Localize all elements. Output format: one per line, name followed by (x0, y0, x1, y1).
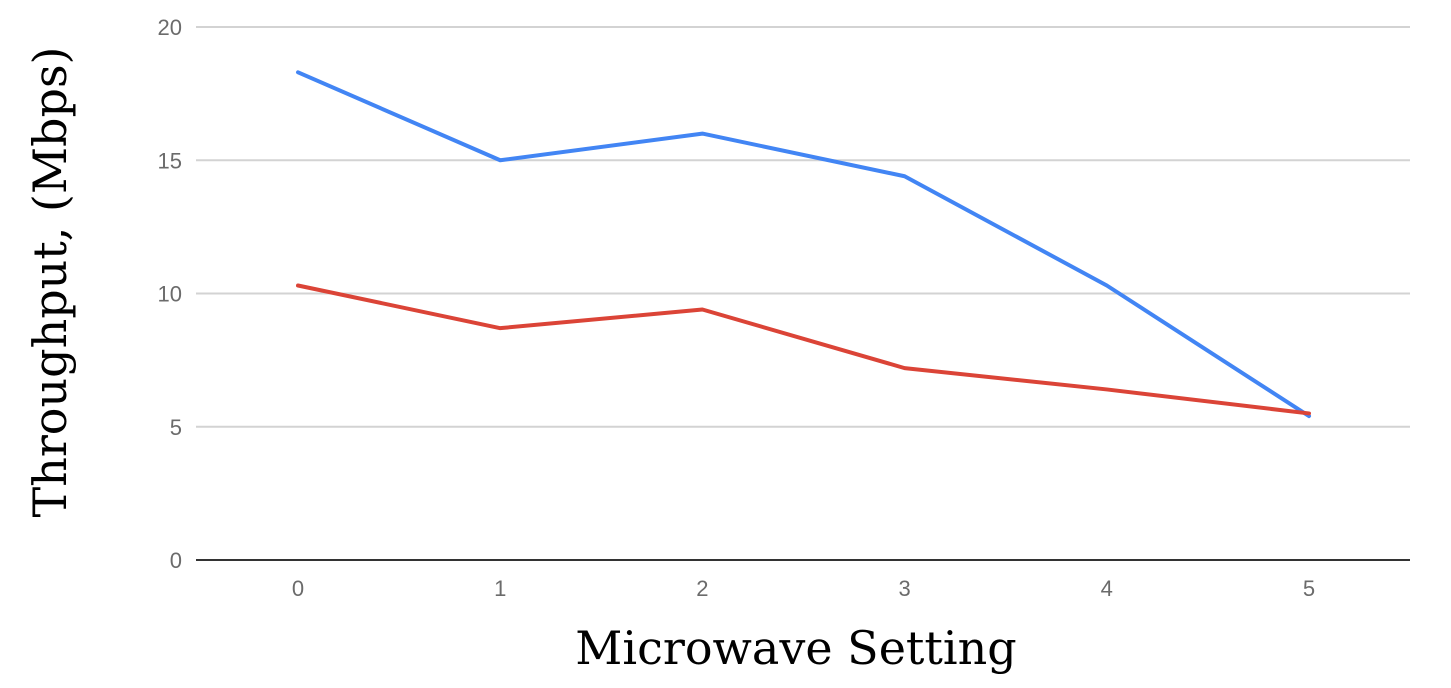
x-axis-tick-labels: 0 1 2 3 4 5 (292, 576, 1315, 601)
series-line-1 (296, 70, 1311, 419)
x-tick-label: 4 (1101, 576, 1113, 601)
x-tick-label: 2 (696, 576, 708, 601)
x-tick-label: 1 (494, 576, 506, 601)
x-axis-title: Microwave Setting (575, 621, 1016, 675)
series-line-2 (296, 283, 1311, 416)
y-axis-title: Throughput, (Mbps) (23, 47, 77, 518)
grid-lines (196, 26, 1410, 561)
y-tick-label: 10 (158, 282, 182, 307)
y-tick-label: 5 (170, 415, 182, 440)
y-axis-tick-labels: 0 5 10 15 20 (158, 15, 182, 573)
y-tick-label: 20 (158, 15, 182, 40)
series-lines (296, 70, 1311, 419)
y-tick-label: 0 (170, 548, 182, 573)
x-tick-label: 5 (1303, 576, 1315, 601)
x-tick-label: 3 (898, 576, 910, 601)
y-tick-label: 15 (158, 148, 182, 173)
x-tick-label: 0 (292, 576, 304, 601)
